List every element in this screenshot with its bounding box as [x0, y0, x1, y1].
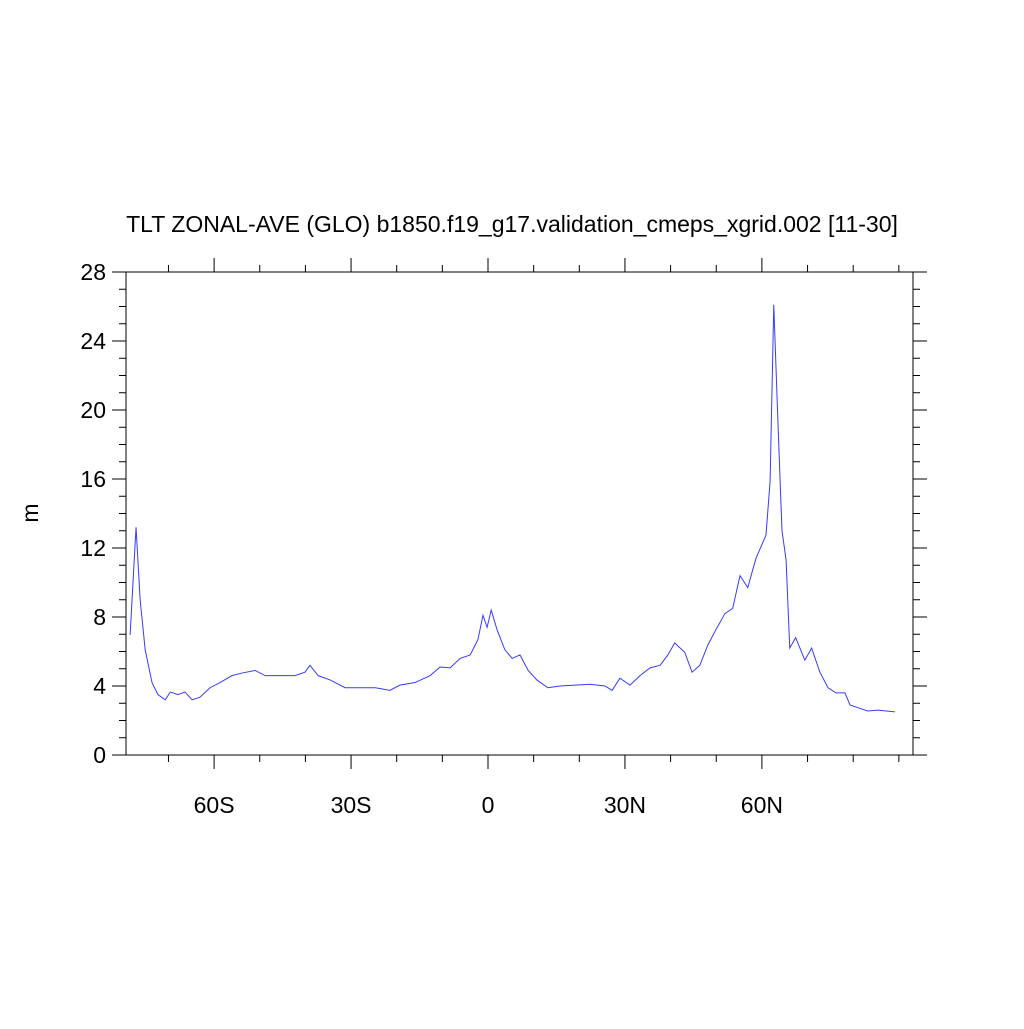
- y-tick-label: 0: [93, 742, 106, 768]
- x-tick-label: 30S: [331, 792, 372, 818]
- y-tick-label: 8: [93, 604, 106, 630]
- y-tick-label: 12: [80, 535, 106, 561]
- x-tick-label: 30N: [604, 792, 646, 818]
- x-tick-label: 60S: [194, 792, 235, 818]
- x-tick-label: 0: [482, 792, 495, 818]
- y-tick-label: 28: [80, 259, 106, 285]
- x-tick-label: 60N: [741, 792, 783, 818]
- y-tick-label: 4: [93, 673, 106, 699]
- y-tick-label: 24: [80, 328, 106, 354]
- y-tick-label: 20: [80, 397, 106, 423]
- y-axis-label: m: [17, 503, 43, 522]
- y-tick-label: 16: [80, 466, 106, 492]
- plot-frame: [125, 271, 914, 756]
- chart-title: TLT ZONAL-AVE (GLO) b1850.f19_g17.valida…: [126, 211, 898, 237]
- data-line: [129, 304, 895, 713]
